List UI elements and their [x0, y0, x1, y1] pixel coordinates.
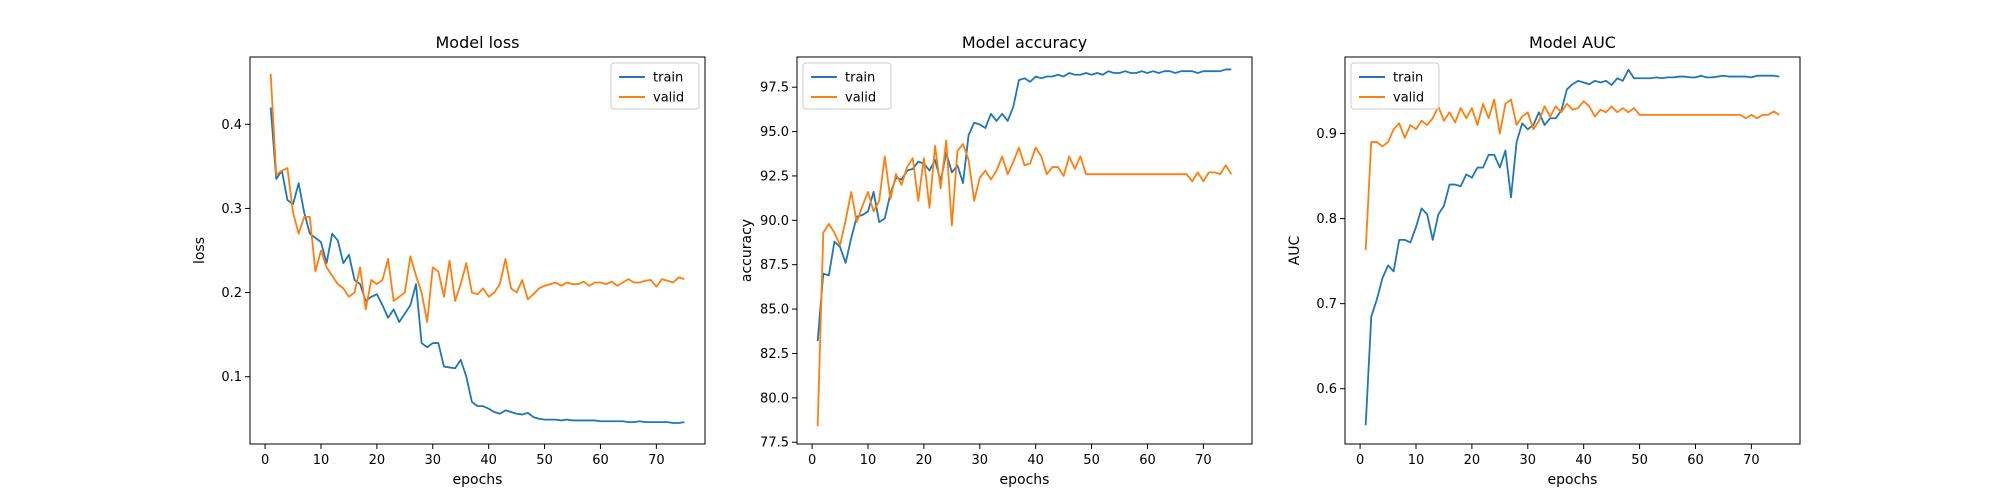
- legend: train valid: [1350, 62, 1440, 110]
- series-line-train: [816, 68, 1232, 342]
- series-line-train: [1364, 68, 1780, 426]
- x-tick-label: 10: [313, 453, 330, 468]
- y-tick-label: 0.3: [221, 202, 242, 217]
- y-tick-label: 0.2: [221, 286, 242, 301]
- x-tick-label: 40: [480, 453, 497, 468]
- x-tick-label: 70: [1195, 453, 1212, 468]
- legend-label-valid: valid: [653, 91, 684, 106]
- x-tick-label: 10: [860, 453, 877, 468]
- chart-panel: 0 10 20 30 40 50 60 70 77.5 80.0 82.5 85.0 87.5 90.0 9…: [739, 33, 1253, 488]
- legend: train valid: [610, 62, 700, 110]
- y-tick-label: 80.0: [760, 391, 789, 406]
- y-tick-label: 87.5: [760, 258, 789, 273]
- y-tick-label: 90.0: [760, 214, 789, 229]
- y-tick-label: 82.5: [760, 347, 789, 362]
- chart-panel: 0 10 20 30 40 50 60 70 0.1 0.2 0.3 0.4 Model loss epo…: [192, 33, 706, 488]
- axes-frame: [249, 56, 706, 445]
- y-tick-label: 0.7: [1316, 297, 1337, 312]
- x-tick-label: 0: [261, 453, 269, 468]
- x-tick-label: 20: [1464, 453, 1481, 468]
- axes-frame: [1344, 56, 1801, 445]
- legend-label-valid: valid: [845, 91, 876, 106]
- x-tick-label: 60: [1139, 453, 1156, 468]
- legend-label-valid: valid: [1393, 91, 1424, 106]
- x-tick-label: 0: [808, 453, 816, 468]
- y-tick-label: 0.6: [1316, 382, 1337, 397]
- y-axis-label: accuracy: [739, 219, 755, 282]
- series-line-valid: [816, 139, 1233, 427]
- x-tick-label: 50: [1631, 453, 1648, 468]
- series-line-valid: [1364, 98, 1780, 251]
- y-axis-label: loss: [192, 237, 208, 264]
- chart-title: Model AUC: [1529, 33, 1616, 52]
- legend: train valid: [802, 62, 892, 110]
- y-tick-label: 0.8: [1316, 212, 1337, 227]
- legend-label-train: train: [653, 71, 683, 86]
- x-tick-label: 20: [369, 453, 386, 468]
- legend-label-train: train: [1393, 71, 1423, 86]
- x-tick-label: 0: [1356, 453, 1364, 468]
- x-tick-label: 70: [648, 453, 665, 468]
- chart-title: Model accuracy: [962, 33, 1087, 52]
- y-tick-label: 0.4: [221, 118, 242, 133]
- y-tick-label: 0.1: [221, 370, 242, 385]
- x-tick-label: 60: [592, 453, 609, 468]
- chart-panel: 0 10 20 30 40 50 60 70 0.6 0.7 0.8 0.9 Model AUC epoc…: [1287, 33, 1801, 488]
- x-tick-label: 30: [425, 453, 442, 468]
- axes-frame: [796, 56, 1253, 445]
- x-tick-label: 40: [1575, 453, 1592, 468]
- y-tick-label: 95.0: [760, 125, 789, 140]
- x-tick-label: 60: [1687, 453, 1704, 468]
- series-line-train: [269, 107, 685, 424]
- y-axis-label: AUC: [1287, 235, 1303, 265]
- x-tick-label: 30: [972, 453, 989, 468]
- x-tick-label: 50: [536, 453, 553, 468]
- y-tick-label: 85.0: [760, 303, 789, 318]
- x-axis-label: epochs: [1548, 472, 1598, 488]
- series-line-valid: [269, 73, 685, 323]
- x-tick-label: 70: [1743, 453, 1760, 468]
- y-tick-label: 0.9: [1316, 127, 1337, 142]
- x-axis-label: epochs: [453, 472, 503, 488]
- x-tick-label: 50: [1083, 453, 1100, 468]
- x-tick-label: 20: [916, 453, 933, 468]
- x-axis-label: epochs: [1000, 472, 1050, 488]
- legend-label-train: train: [845, 71, 875, 86]
- x-tick-label: 40: [1027, 453, 1044, 468]
- x-tick-label: 10: [1408, 453, 1425, 468]
- y-tick-label: 77.5: [760, 436, 789, 451]
- x-tick-label: 30: [1520, 453, 1537, 468]
- y-tick-label: 92.5: [760, 169, 789, 184]
- y-tick-label: 97.5: [760, 81, 789, 96]
- chart-title: Model loss: [435, 33, 519, 52]
